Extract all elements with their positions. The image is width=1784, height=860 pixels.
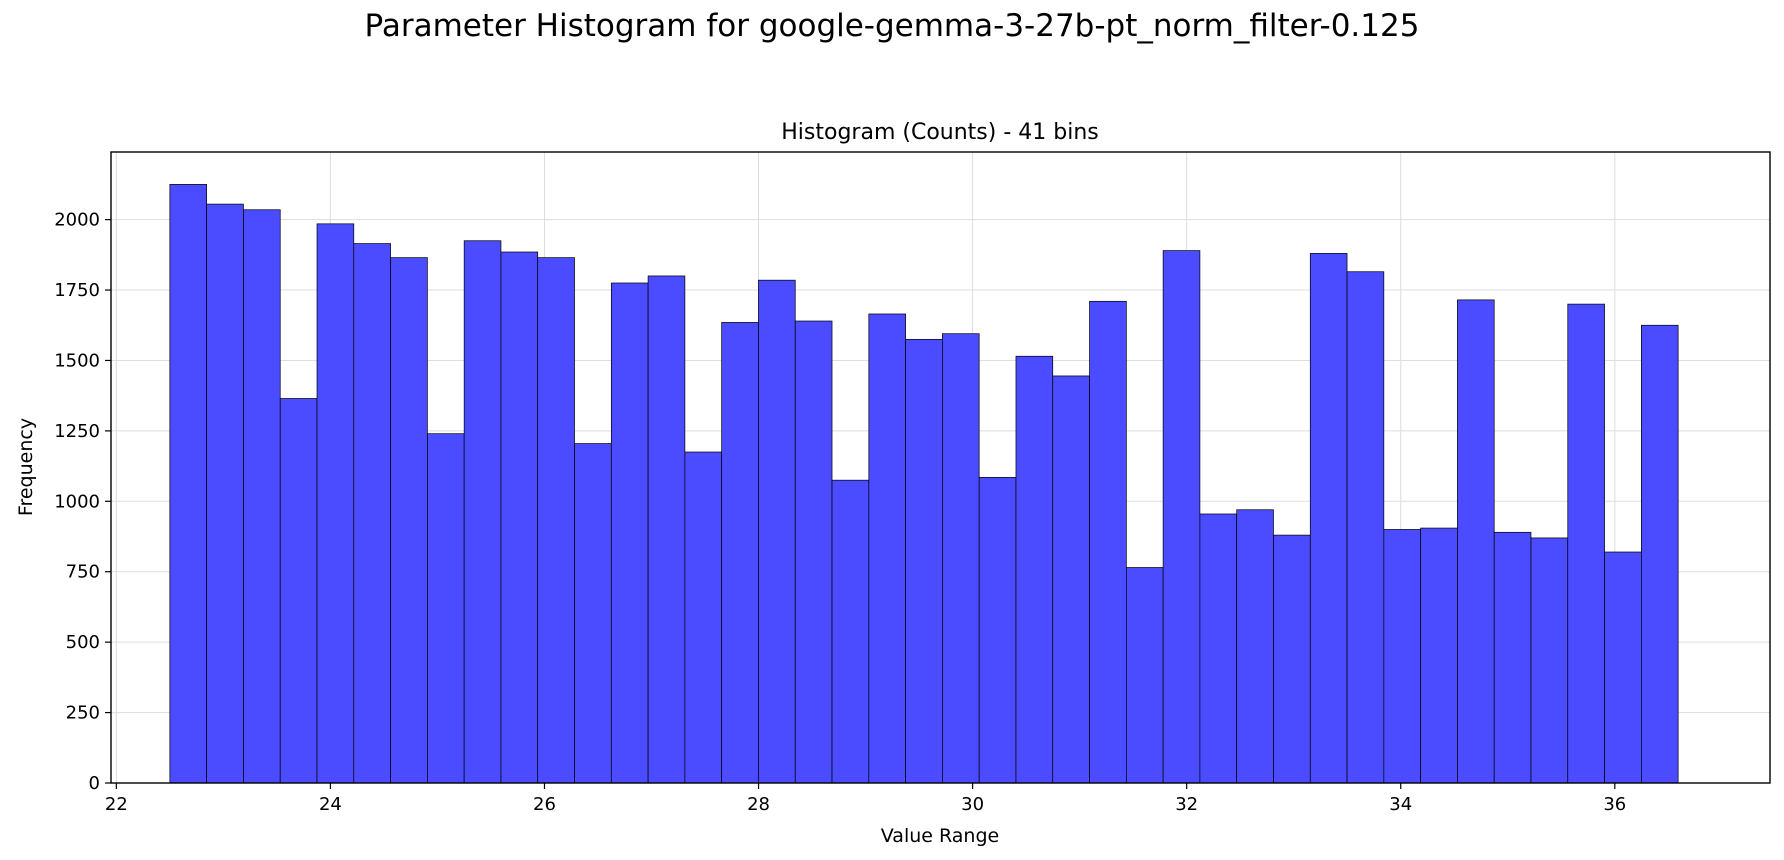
y-tick-label: 250 [66, 703, 100, 724]
y-tick-label: 0 [89, 773, 100, 794]
y-tick-label: 2000 [54, 210, 100, 231]
histogram-bar [684, 451, 723, 784]
y-tick-label: 1750 [54, 280, 100, 301]
histogram-bar [1493, 531, 1532, 784]
histogram-bar [1052, 375, 1090, 784]
histogram-bar [1567, 303, 1605, 784]
x-tick-label: 36 [1603, 794, 1626, 815]
histogram-bar [537, 257, 575, 784]
histogram-bar [831, 479, 870, 784]
histogram-bar [243, 209, 281, 784]
ticks-layer: 22 24 26 28 30 32 34 36 0 250 500 750 1000 1250 1500 17… [54, 210, 1626, 815]
x-axis-label: Value Range [881, 825, 999, 847]
y-tick-label: 500 [66, 632, 100, 653]
histogram-bar [500, 251, 539, 784]
histogram-bar [868, 313, 906, 784]
histogram-bar [1236, 509, 1274, 784]
histogram-bar [1420, 527, 1458, 784]
histogram-bar [353, 243, 391, 784]
x-tick-label: 30 [961, 794, 984, 815]
histogram-bar [1346, 271, 1385, 784]
histogram-bar [427, 433, 465, 784]
histogram-bar [1089, 300, 1127, 784]
histogram-bar [610, 282, 649, 784]
y-tick-label: 1500 [54, 350, 100, 371]
y-tick-label: 750 [66, 562, 100, 583]
histogram-bar [1015, 355, 1054, 784]
histogram-bar [1273, 534, 1311, 784]
histogram-bar [1125, 567, 1164, 784]
x-tick-label: 24 [319, 794, 342, 815]
histogram-bar [978, 477, 1017, 784]
histogram-bar [1457, 299, 1495, 784]
histogram-bar [758, 279, 796, 784]
histogram-bar [1199, 513, 1238, 784]
y-tick-label: 1250 [54, 421, 100, 442]
histogram-bar [647, 275, 686, 784]
y-tick-label: 1000 [54, 491, 100, 512]
histogram-bar [794, 320, 833, 784]
histogram-bar [169, 184, 208, 784]
histogram-bar [316, 223, 355, 784]
histogram-bar [1162, 250, 1201, 784]
x-tick-label: 34 [1389, 794, 1412, 815]
histogram-bar [463, 240, 502, 784]
histogram-bar [721, 322, 759, 784]
histogram-bar [1309, 253, 1348, 784]
plot-frame [110, 151, 1771, 784]
histogram-bar [1640, 324, 1679, 784]
histogram-bar [905, 338, 943, 784]
histogram-bar [206, 203, 244, 784]
x-tick-label: 22 [105, 794, 128, 815]
x-tick-label: 26 [533, 794, 556, 815]
chart-title: Histogram (Counts) - 41 bins [781, 120, 1098, 145]
x-tick-label: 32 [1175, 794, 1198, 815]
histogram-bar [942, 333, 980, 784]
histogram-bar [574, 443, 612, 784]
figure-suptitle: Parameter Histogram for google-gemma-3-2… [364, 8, 1420, 44]
histogram-bar [279, 398, 318, 784]
histogram-bar [1530, 537, 1569, 784]
y-axis-label: Frequency [15, 418, 37, 516]
x-tick-label: 28 [747, 794, 770, 815]
histogram-bar [1383, 529, 1421, 784]
histogram-bar [390, 257, 428, 784]
bars-layer [169, 184, 1679, 784]
histogram-bar [1604, 551, 1642, 784]
